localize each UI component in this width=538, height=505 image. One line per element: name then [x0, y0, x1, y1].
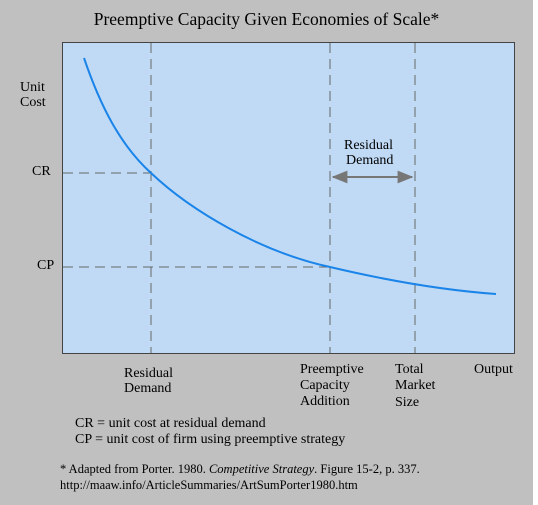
x-label-capacity: Capacity — [300, 378, 350, 393]
source-url: http://maaw.info/ArticleSummaries/ArtSum… — [60, 478, 358, 492]
diagram-title: Preemptive Capacity Given Economies of S… — [93, 9, 440, 29]
x-label-market: Market — [395, 378, 436, 393]
x-label-preemptive: Preemptive — [300, 362, 364, 377]
cr-label: CR — [32, 164, 51, 179]
plot-area — [62, 42, 515, 354]
y-axis-label-unit: Unit — [20, 80, 45, 95]
x-label-residual: Residual — [124, 366, 173, 381]
legend-cr: CR = unit cost at residual demand — [75, 416, 266, 431]
source-citation: * Adapted from Porter. 1980. Competitive… — [60, 462, 420, 476]
unit-cost-curve — [83, 57, 497, 295]
source-suffix: . Figure 15-2, p. 337. — [314, 462, 420, 476]
x-label-demand: Demand — [124, 381, 172, 396]
residual-demand-annotation-line2: Demand — [346, 153, 394, 168]
x-label-output: Output — [474, 362, 513, 377]
y-axis-label-cost: Cost — [20, 95, 46, 110]
x-label-total: Total — [395, 362, 424, 377]
source-prefix: * Adapted from Porter. 1980. — [60, 462, 209, 476]
source-book-title: Competitive Strategy — [208, 462, 315, 476]
x-label-addition: Addition — [300, 394, 350, 409]
x-label-size: Size — [395, 395, 420, 410]
cp-label: CP — [37, 258, 55, 273]
legend-cp: CP = unit cost of firm using preemptive … — [75, 432, 346, 447]
residual-demand-annotation-line1: Residual — [344, 138, 393, 153]
